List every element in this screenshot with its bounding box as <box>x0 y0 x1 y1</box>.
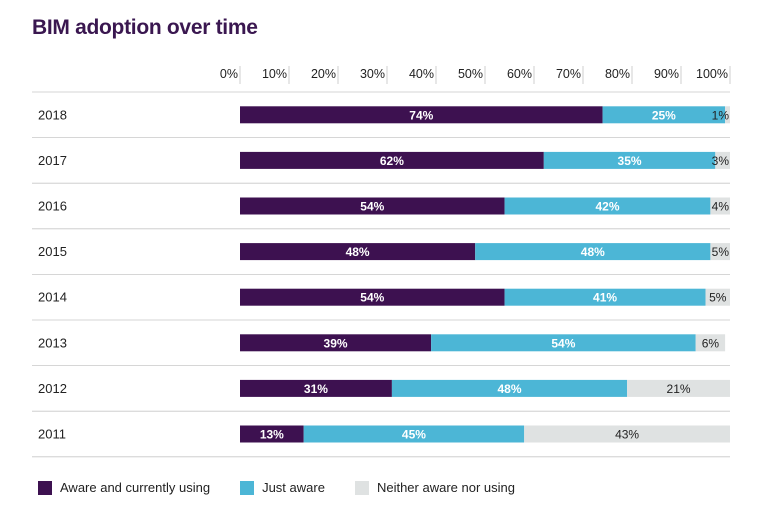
bar-segment <box>524 425 730 443</box>
category-label: 2015 <box>38 244 67 259</box>
category-label: 2018 <box>38 107 67 122</box>
bar-segment <box>602 106 726 124</box>
bar-segment <box>431 334 696 352</box>
x-tick-label: 70% <box>556 67 581 81</box>
data-label: 25% <box>652 108 676 122</box>
bar-segment <box>710 197 730 215</box>
data-label: 43% <box>615 428 639 442</box>
bar-segment <box>240 243 476 261</box>
x-tick-label: 10% <box>262 67 287 81</box>
data-label: 3% <box>712 154 730 168</box>
x-tick-label: 60% <box>507 67 532 81</box>
bar-segment <box>240 288 505 306</box>
x-tick-label: 80% <box>605 67 630 81</box>
bar-segment <box>627 379 730 397</box>
data-label: 54% <box>360 200 384 214</box>
x-tick-label: 50% <box>458 67 483 81</box>
data-label: 41% <box>593 291 617 305</box>
bar-segment <box>504 288 706 306</box>
data-label: 74% <box>409 108 433 122</box>
legend-item: Aware and currently using <box>38 480 210 495</box>
bar-segment <box>504 197 711 215</box>
bar-segment <box>705 288 730 306</box>
bar-segment <box>543 151 716 169</box>
bar-segment <box>475 243 711 261</box>
category-label: 2011 <box>38 427 66 442</box>
bar-segment <box>391 379 628 397</box>
data-label: 62% <box>380 154 404 168</box>
x-tick-label: 90% <box>654 67 679 81</box>
category-label: 2012 <box>38 381 67 396</box>
bar-segment <box>240 197 505 215</box>
data-label: 21% <box>667 382 691 396</box>
x-tick-label: 30% <box>360 67 385 81</box>
legend-item: Neither aware nor using <box>354 480 515 495</box>
category-label: 2014 <box>38 290 67 305</box>
bar-segment <box>240 334 432 352</box>
legend: Aware and currently using Just aware Neith… <box>38 480 545 495</box>
bar-segment <box>710 243 730 261</box>
data-label: 48% <box>346 245 370 259</box>
x-tick-label: 40% <box>409 67 434 81</box>
data-label: 6% <box>702 336 720 350</box>
data-label: 45% <box>402 428 426 442</box>
bar-segment <box>695 334 726 352</box>
x-tick-label: 20% <box>311 67 336 81</box>
legend-swatch <box>240 480 255 495</box>
data-label: 5% <box>712 245 730 259</box>
legend-label: Neither aware nor using <box>376 480 515 495</box>
data-label: 5% <box>709 291 727 305</box>
bar-segment <box>715 151 730 169</box>
legend-item: Just aware <box>240 480 325 495</box>
data-label: 31% <box>304 382 328 396</box>
data-label: 39% <box>324 336 348 350</box>
data-label: 13% <box>260 428 284 442</box>
x-tick-label: 100% <box>696 67 728 81</box>
bar-segment <box>240 425 304 443</box>
bar-segment <box>240 379 392 397</box>
bar-segment <box>240 151 544 169</box>
legend-label: Just aware <box>262 480 325 495</box>
category-label: 2016 <box>38 199 67 214</box>
data-label: 35% <box>618 154 642 168</box>
category-label: 2017 <box>38 153 67 168</box>
legend-swatch <box>354 480 369 495</box>
data-label: 4% <box>712 200 730 214</box>
legend-swatch <box>38 480 52 495</box>
data-label: 1% <box>712 108 730 122</box>
data-label: 54% <box>360 291 384 305</box>
category-label: 2013 <box>38 335 67 350</box>
data-label: 54% <box>551 336 575 350</box>
x-tick-label: 0% <box>220 67 238 81</box>
data-label: 48% <box>581 245 605 259</box>
bar-segment <box>240 106 603 124</box>
legend-label: Aware and currently using <box>60 480 211 495</box>
bar-segment <box>725 106 730 124</box>
data-label: 48% <box>497 382 521 396</box>
data-label: 42% <box>595 200 619 214</box>
bar-segment <box>303 425 525 443</box>
chart-title: BIM adoption over time <box>32 16 258 39</box>
